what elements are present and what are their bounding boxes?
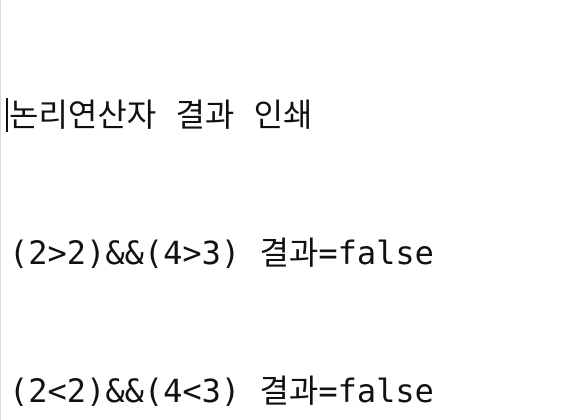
line-text: (2<2)&&(4<3) 결과=false: [9, 372, 434, 410]
editor-left-border: [0, 0, 1, 420]
text-cursor: [6, 98, 8, 132]
text-line: (2>2)&&(4>3) 결과=false: [9, 230, 580, 276]
text-line: 논리연산자 결과 인쇄: [6, 92, 580, 138]
line-text: (2>2)&&(4>3) 결과=false: [9, 234, 434, 272]
text-content[interactable]: 논리연산자 결과 인쇄 (2>2)&&(4>3) 결과=false (2<2)&…: [6, 0, 580, 420]
line-text: 논리연산자 결과 인쇄: [9, 96, 313, 134]
text-line: (2<2)&&(4<3) 결과=false: [9, 368, 580, 414]
